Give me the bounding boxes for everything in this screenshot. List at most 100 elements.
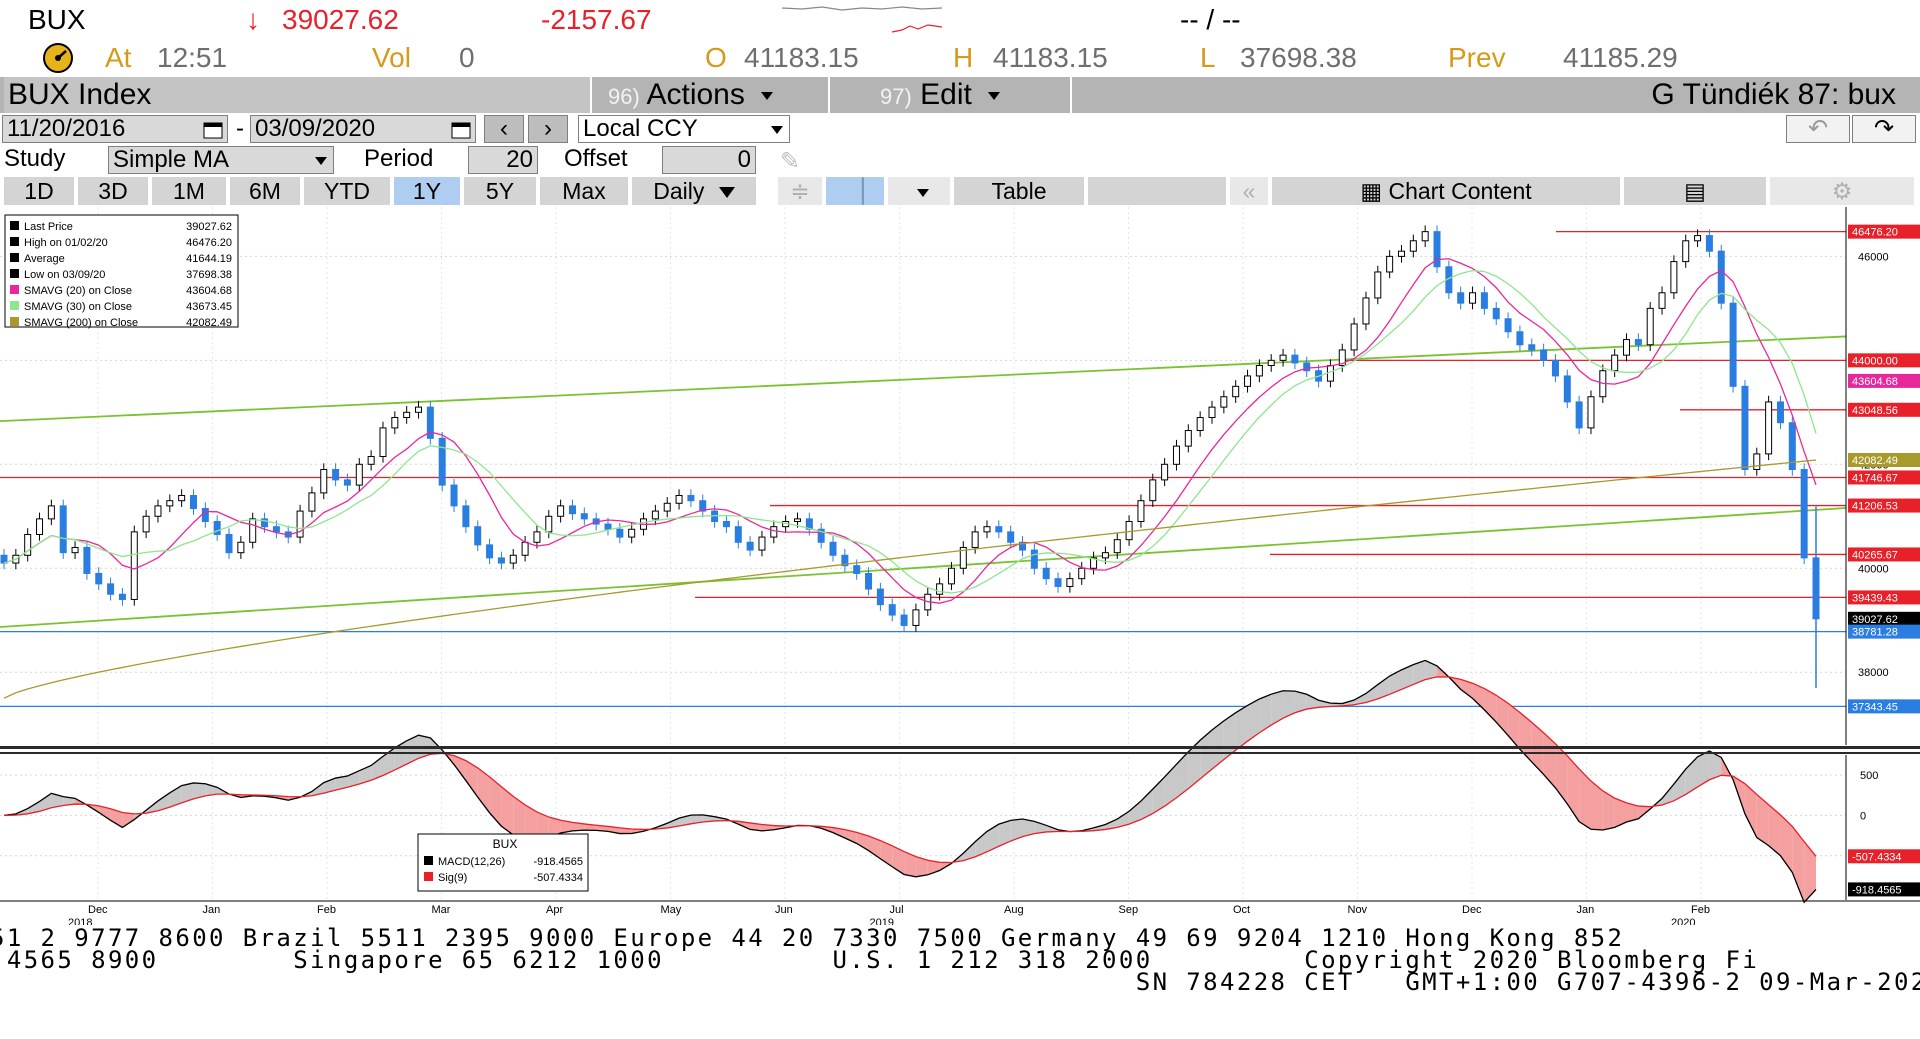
price-candle — [1054, 578, 1062, 587]
price-candle — [580, 513, 588, 520]
year-tick-label: 2019 — [870, 917, 894, 925]
price-candle — [355, 463, 363, 486]
price-candle — [320, 469, 328, 494]
line-chart-type-button[interactable]: ≑ — [778, 177, 824, 205]
chart-type-dropdown[interactable] — [888, 177, 952, 205]
collapse-button[interactable]: « — [1230, 177, 1270, 205]
month-tick-label: Jan — [1577, 904, 1595, 916]
open-value: 41183.15 — [744, 42, 859, 73]
price-candle — [1717, 250, 1725, 304]
chart-content-button[interactable]: ▦ Chart Content — [1272, 177, 1622, 205]
macd-tag-box — [1848, 849, 1920, 864]
macd-histogram-band — [1519, 712, 1532, 762]
panel-divider[interactable] — [0, 746, 1920, 749]
price-legend: Last Price 39027.62 High on 01/02/20 46476.… — [4, 214, 239, 329]
chevron-down-icon — [917, 188, 929, 197]
year-tick-label: 2020 — [1671, 917, 1695, 925]
macd-histogram-band — [39, 793, 52, 812]
actions-menu[interactable]: 96) Actions — [594, 77, 830, 113]
tab-6m[interactable]: 6M — [230, 177, 302, 205]
price-tag-label: 40265.67 — [1852, 549, 1898, 561]
bar-chart-type-button[interactable]: ▕ — [826, 177, 886, 205]
pencil-icon[interactable]: ✎ — [780, 148, 801, 175]
edit-label: Edit — [920, 78, 972, 111]
month-tick-label: Feb — [1691, 904, 1710, 916]
chevron-down-icon — [988, 92, 1001, 101]
edit-menu[interactable]: 97) Edit — [832, 77, 1072, 113]
macd-histogram-band — [750, 822, 762, 831]
price-tag: 46476.20 — [1848, 224, 1920, 239]
price-tag-box — [1848, 611, 1920, 626]
macd-tag: -507.4334 — [1848, 849, 1920, 864]
annotate-button[interactable]: ▤ — [1624, 177, 1768, 205]
currency-select[interactable]: Local CCY — [578, 115, 790, 143]
tab-1m[interactable]: 1M — [152, 177, 228, 205]
tab-1d[interactable]: 1D — [4, 177, 76, 205]
price-candle — [959, 546, 967, 569]
calendar-icon[interactable] — [203, 121, 223, 139]
macd-histogram-band — [477, 767, 490, 813]
price-tag: 43604.68 — [1848, 373, 1920, 388]
macd-signal-line — [3, 676, 1817, 864]
tab-1y[interactable]: 1Y — [394, 177, 462, 205]
price-candle — [95, 572, 103, 585]
price-candle — [249, 518, 257, 543]
macd-histogram-band — [1709, 751, 1722, 780]
tab-max[interactable]: Max — [540, 177, 630, 205]
tab-ytd[interactable]: YTD — [304, 177, 392, 205]
macd-legend-value: -918.4565 — [533, 856, 583, 868]
month-tick-label: Aug — [1004, 904, 1024, 916]
start-date-field[interactable]: 11/20/2016 — [2, 115, 228, 143]
chevron-down-icon — [771, 126, 783, 134]
price-candle — [36, 518, 44, 535]
macd-histogram-band — [1673, 769, 1686, 801]
month-tick-label: Apr — [546, 904, 563, 916]
table-button[interactable]: Table — [954, 177, 1086, 205]
legend-swatch — [10, 237, 19, 246]
study-select[interactable]: Simple MA — [108, 146, 334, 174]
macd-histogram-band — [454, 755, 466, 781]
security-name[interactable]: BUX Index — [4, 77, 592, 113]
macd-tag-box — [1848, 882, 1920, 897]
bid-ask: -- / -- — [1180, 4, 1241, 35]
price-candle — [391, 417, 399, 429]
undo-icon: ↶ — [1807, 115, 1829, 142]
macd-histogram-band — [1590, 781, 1603, 831]
macd-histogram-band — [1484, 688, 1497, 723]
macd-histogram-band — [1200, 729, 1212, 779]
next-range-button[interactable]: › — [528, 115, 568, 143]
price-candle — [1457, 292, 1465, 304]
macd-histogram-band — [667, 818, 680, 828]
tab-5y[interactable]: 5Y — [464, 177, 538, 205]
start-date: 11/20/2016 — [7, 115, 126, 142]
end-date-field[interactable]: 03/09/2020 — [250, 115, 476, 143]
price-candle — [1433, 231, 1441, 268]
macd-histogram-band — [1105, 819, 1118, 830]
price-candle — [876, 588, 884, 606]
macd-histogram-band — [1579, 768, 1591, 830]
offset-input[interactable]: 0 — [662, 146, 756, 174]
price-candle — [1741, 385, 1749, 471]
price-candle — [213, 520, 221, 535]
redo-button[interactable]: ↷ — [1852, 115, 1916, 143]
macd-legend-swatch — [424, 872, 433, 881]
price-candle — [1694, 235, 1702, 242]
undo-button[interactable]: ↶ — [1786, 115, 1850, 143]
macd-histogram-band — [1129, 801, 1141, 825]
macd-histogram-band — [1555, 743, 1568, 804]
calendar-icon[interactable] — [451, 121, 471, 139]
settings-button[interactable]: ⚙ — [1770, 177, 1916, 205]
chevron-down-icon — [315, 157, 327, 165]
prev-range-button[interactable]: ‹ — [484, 115, 524, 143]
macd-histogram-band — [1744, 783, 1757, 838]
price-candle — [912, 609, 920, 626]
price-tag: 38781.28 — [1848, 624, 1920, 639]
macd-histogram-band — [761, 824, 774, 831]
price-candle — [1587, 396, 1595, 429]
tab-3d[interactable]: 3D — [78, 177, 150, 205]
period-input[interactable]: 20 — [468, 146, 538, 174]
legend-label: SMAVG (20) on Close — [24, 285, 132, 297]
price-chart[interactable]: 4600044000420004000038000DecJanFebMarApr… — [0, 207, 1920, 925]
price-candle — [1528, 344, 1536, 351]
frequency-select[interactable]: Daily — [632, 177, 758, 205]
